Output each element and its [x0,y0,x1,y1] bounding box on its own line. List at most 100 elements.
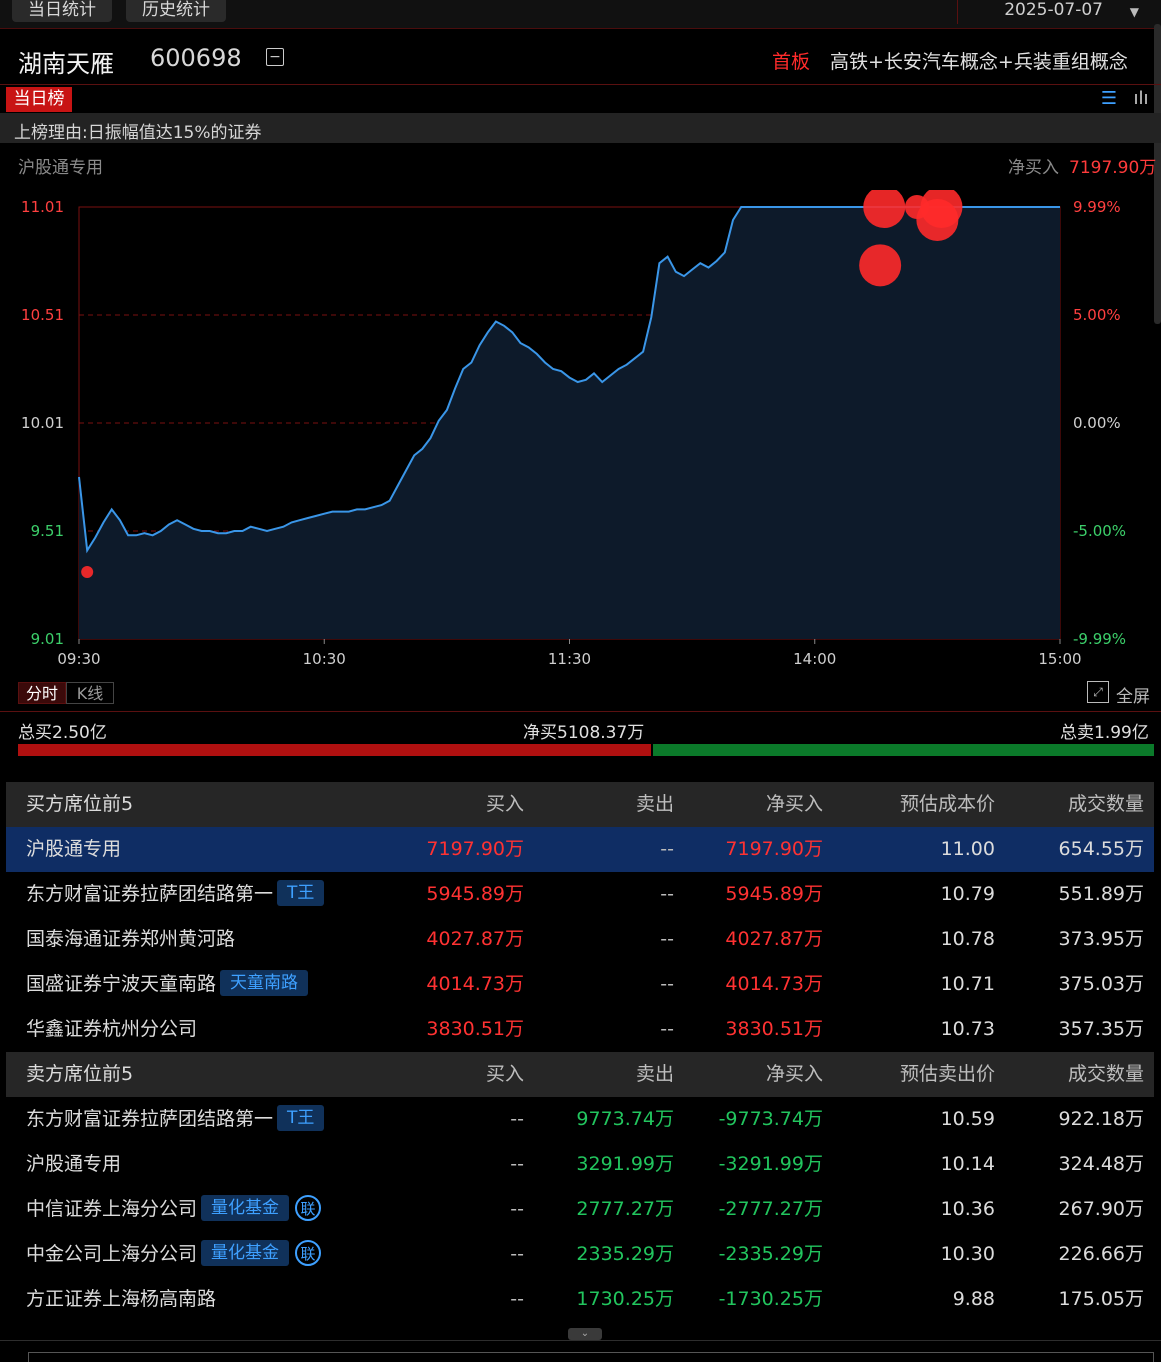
sell-seat-row[interactable]: 东方财富证券拉萨团结路第一 T王 -- 9773.74万 -9773.74万 10.59 9… [6,1097,1154,1142]
seat-name: 国盛证券宁波天童南路 天童南路 [26,962,309,1007]
tab-history-stats[interactable]: 历史统计 [126,0,226,22]
seat-badge[interactable]: 天童南路 [220,969,309,996]
buy-seat-row[interactable]: 沪股通专用 7197.90万 -- 7197.90万 11.00 654.55万 [6,827,1154,872]
top-tab-bar: 当日统计 历史统计 2025-07-07 ▼ [0,0,1161,29]
seat-name: 国泰海通证券郑州黄河路 [26,917,235,962]
buy-seat-row[interactable]: 国盛证券宁波天童南路 天童南路 4014.73万 -- 4014.73万 10.71 375… [6,962,1154,1007]
bottom-panel [28,1352,1154,1362]
seat-name: 中金公司上海分公司 量化基金联 [26,1232,322,1277]
fullscreen-button[interactable]: 全屏 [1116,687,1150,707]
trade-volume: 373.95万 [1058,928,1144,950]
linked-icon[interactable]: 联 [295,1239,322,1266]
sell-seat-row[interactable]: 方正证券上海杨高南路 -- 1730.25万 -1730.25万 9.88 175.05万 [6,1277,1154,1322]
seat-name-text: 中信证券上海分公司 [26,1198,198,1220]
x-tick-label: 11:30 [548,650,591,668]
seat-name: 沪股通专用 [26,1142,121,1187]
seat-name-text: 方正证券上海杨高南路 [26,1288,217,1310]
buy-amount: -- [510,1108,524,1130]
seat-name-text: 国泰海通证券郑州黄河路 [26,928,236,950]
list-view-icon[interactable]: ☰ [1100,88,1118,109]
scrollbar[interactable] [1154,24,1161,324]
seat-badge[interactable]: 量化基金 [201,1194,290,1221]
x-tick-label: 09:30 [57,650,100,668]
est-price: 10.71 [940,973,995,995]
listing-reason: 上榜理由:日振幅值达15%的证券 [14,123,262,143]
date-picker[interactable]: 2025-07-07 ▼ [957,0,1143,24]
net-amount: 4014.73万 [725,973,823,995]
trade-volume: 922.18万 [1058,1108,1144,1130]
y-tick-label: 11.01 [21,198,64,216]
column-header: 买方席位前5 [26,793,134,815]
chevron-down-icon[interactable]: ⌄ [568,1328,602,1340]
trade-volume: 654.55万 [1058,838,1144,860]
est-price: 10.73 [940,1018,995,1040]
minus-square-icon[interactable]: − [266,48,284,66]
y-tick-label: 9.01 [31,630,64,648]
trade-marker[interactable] [863,190,906,228]
buy-seat-row[interactable]: 东方财富证券拉萨团结路第一 T王 5945.89万 -- 5945.89万 10.79 55… [6,872,1154,917]
net-amount: 5945.89万 [725,883,823,905]
est-price: 11.00 [940,838,995,860]
x-tick-label: 15:00 [1038,650,1081,668]
concept-tags: 高铁+长安汽车概念+兵装重组概念 [830,51,1128,73]
y-tick-pct-label: 9.99% [1073,198,1121,216]
seat-name: 东方财富证券拉萨团结路第一 T王 [26,872,325,917]
est-price: 9.88 [952,1288,995,1310]
sell-amount: 2777.27万 [576,1198,674,1220]
trade-marker[interactable] [859,244,902,287]
seat-badge[interactable]: 量化基金 [201,1239,290,1266]
buy-amount: 7197.90万 [426,838,524,860]
buy-amount: 4027.87万 [426,928,524,950]
buy-seat-row[interactable]: 国泰海通证券郑州黄河路 4027.87万 -- 4027.87万 10.78 373.95… [6,917,1154,962]
net-buy-value: 7197.90万 [1069,158,1157,178]
x-tick-label: 14:00 [793,650,836,668]
bar-chart-icon[interactable]: ılı [1133,88,1149,109]
column-header: 预估成本价 [899,793,995,815]
sell-seat-row[interactable]: 中信证券上海分公司 量化基金联 -- 2777.27万 -2777.27万 10.36 26… [6,1187,1154,1232]
y-tick-pct-label: -5.00% [1073,522,1126,540]
sell-ratio-bar [653,744,1154,756]
linked-icon[interactable]: 联 [295,1194,322,1221]
tab-daily-list[interactable]: 当日榜 [6,87,72,112]
trade-volume: 226.66万 [1058,1243,1144,1265]
trade-marker[interactable] [81,566,94,579]
est-price: 10.78 [940,928,995,950]
sell-amount: -- [660,883,674,905]
tab-daily-stats[interactable]: 当日统计 [12,0,112,22]
net-amount: -3291.99万 [718,1153,823,1175]
seat-badge[interactable]: T王 [277,879,325,906]
seat-badge[interactable]: T王 [277,1104,325,1131]
fullscreen-icon[interactable]: ⤢ [1087,681,1109,703]
intraday-chart[interactable]: 11.01 9.99% 10.51 5.00% 10.01 0.00% 9.51 -5.00%… [0,190,1161,675]
price-area [79,207,1060,639]
tab-intraday[interactable]: 分时 [18,682,66,704]
buy-amount: 5945.89万 [426,883,524,905]
trade-volume: 267.90万 [1058,1198,1144,1220]
net-amount: -2777.27万 [718,1198,823,1220]
net-amount: -9773.74万 [718,1108,823,1130]
divider [0,711,1161,712]
divider [0,1340,1161,1341]
stock-code: 600698 [150,44,242,72]
column-header: 买入 [485,793,524,815]
tab-kline[interactable]: K线 [66,682,114,704]
seat-name-text: 东方财富证券拉萨团结路第一 [26,883,274,905]
reason-strip [0,113,1161,143]
buy-seat-row[interactable]: 华鑫证券杭州分公司 3830.51万 -- 3830.51万 10.73 357.35万 [6,1007,1154,1052]
net-amount: -2335.29万 [718,1243,823,1265]
seat-name: 东方财富证券拉萨团结路第一 T王 [26,1097,325,1142]
y-tick-label: 9.51 [31,522,64,540]
y-tick-pct-label: 5.00% [1073,306,1121,324]
y-tick-label: 10.51 [21,306,64,324]
first-board-tag: 首板 [772,51,811,73]
x-tick-label: 10:30 [303,650,346,668]
seat-name-text: 中金公司上海分公司 [26,1243,198,1265]
sell-seat-row[interactable]: 中金公司上海分公司 量化基金联 -- 2335.29万 -2335.29万 10.30 22… [6,1232,1154,1277]
trade-marker[interactable] [920,190,963,228]
trade-volume: 175.05万 [1058,1288,1144,1310]
sell-seat-row[interactable]: 沪股通专用 -- 3291.99万 -3291.99万 10.14 324.48万 [6,1142,1154,1187]
date-value: 2025-07-07 [1004,0,1103,20]
buy-amount: -- [510,1198,524,1220]
stock-name: 湖南天雁 [18,50,114,78]
sell-amount: -- [660,973,674,995]
